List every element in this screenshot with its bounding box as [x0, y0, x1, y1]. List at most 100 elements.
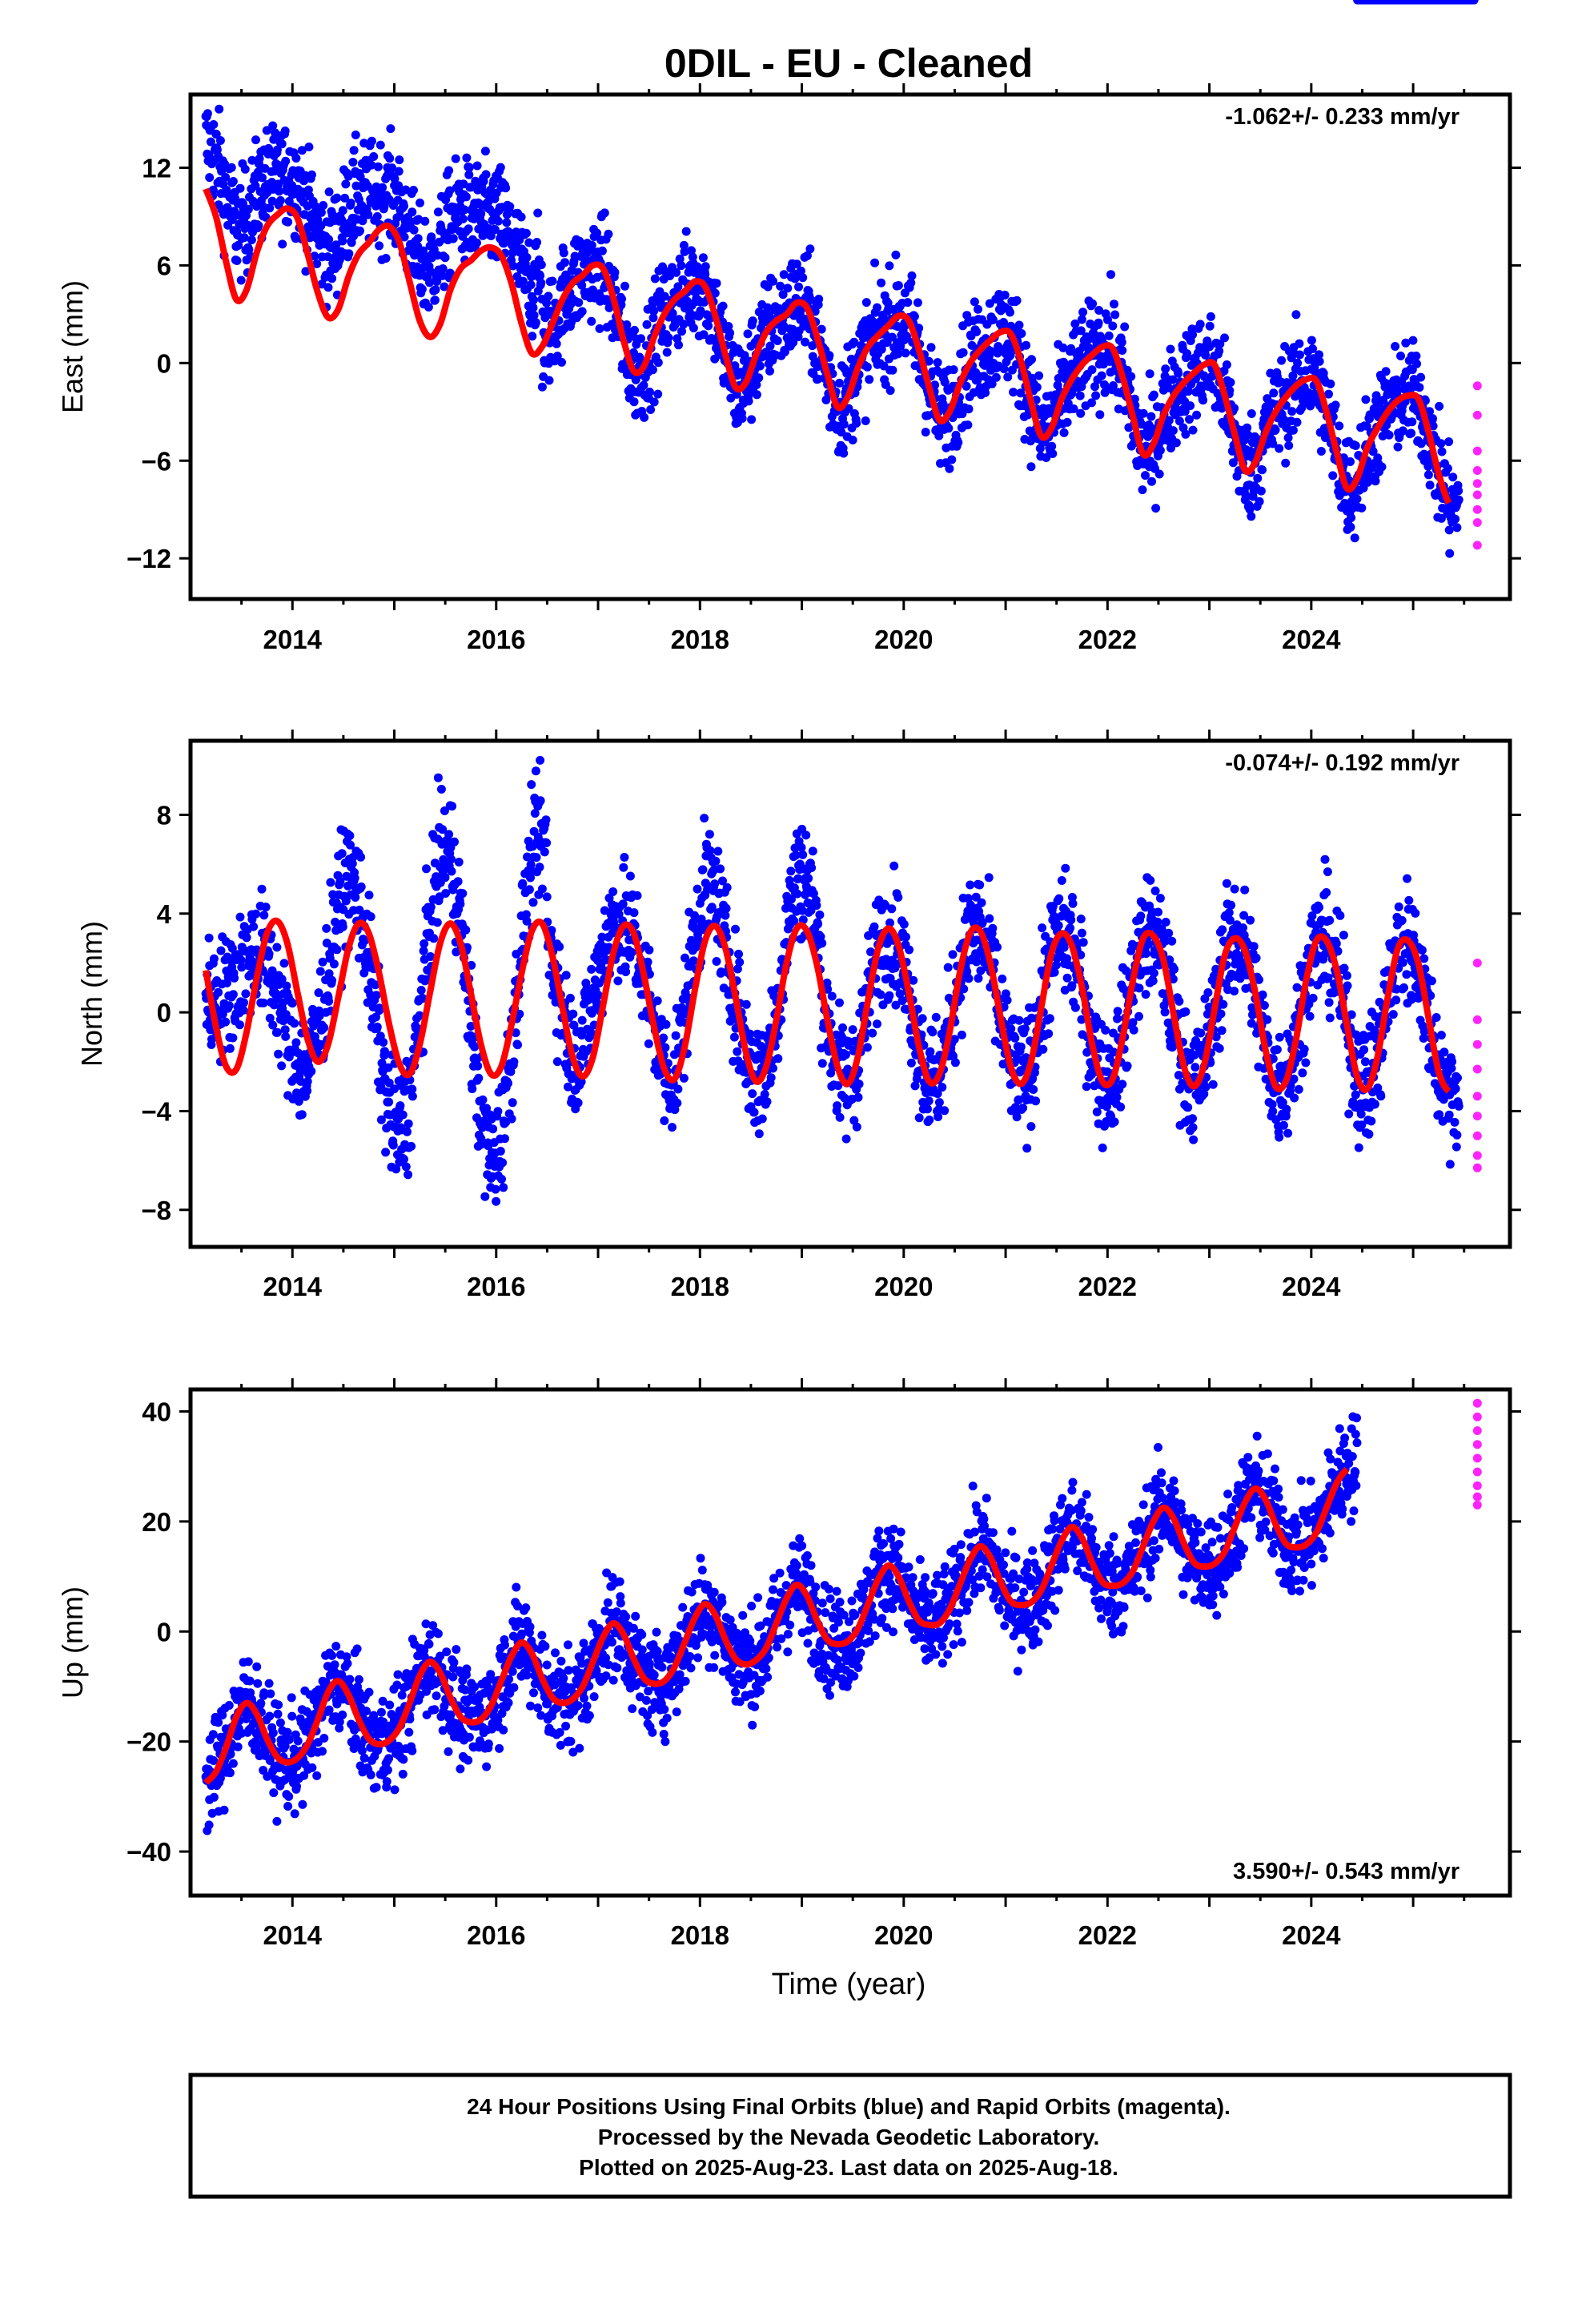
north-final-point — [924, 1096, 934, 1106]
east-final-point — [1357, 503, 1367, 513]
north-final-point — [324, 996, 334, 1006]
east-y-tick-label: 0 — [157, 348, 171, 378]
north-final-point — [524, 885, 534, 895]
east-final-point — [215, 104, 224, 114]
east-final-point — [205, 173, 215, 183]
east-rapid-point — [1472, 446, 1482, 456]
east-rapid-point — [1472, 490, 1482, 500]
east-final-point — [244, 245, 254, 254]
north-final-point — [509, 1057, 519, 1067]
north-final-point — [985, 914, 994, 923]
east-final-point — [341, 179, 351, 189]
north-final-point — [1110, 1117, 1119, 1127]
east-final-point — [505, 202, 515, 211]
east-final-point — [227, 215, 237, 224]
north-final-point — [1078, 938, 1088, 947]
east-final-point — [870, 258, 880, 267]
east-final-point — [228, 177, 238, 186]
north-final-point — [807, 863, 817, 873]
east-final-point — [1241, 490, 1251, 500]
north-final-point — [537, 884, 547, 894]
north-final-point — [798, 850, 808, 859]
east-final-point — [1255, 497, 1264, 506]
north-final-point — [440, 873, 450, 883]
north-final-point — [499, 1183, 508, 1192]
north-final-point — [332, 945, 342, 955]
east-final-point — [409, 225, 419, 235]
north-final-point — [531, 766, 540, 776]
north-final-point — [773, 1054, 783, 1063]
north-final-point — [1061, 863, 1070, 873]
north-final-point — [1141, 990, 1150, 999]
east-final-point — [1407, 428, 1416, 438]
east-final-point — [438, 271, 448, 280]
east-final-point — [324, 187, 334, 197]
east-final-point — [730, 361, 740, 371]
east-final-point — [945, 464, 954, 473]
east-final-point — [1425, 480, 1435, 490]
east-final-point — [763, 303, 773, 312]
north-final-point — [422, 864, 431, 874]
east-final-point — [1346, 457, 1355, 466]
north-final-point — [327, 975, 337, 985]
north-final-point — [1068, 899, 1078, 908]
north-final-point — [491, 1184, 500, 1194]
east-final-point — [861, 416, 870, 425]
east-final-point — [351, 131, 360, 139]
north-final-point — [366, 912, 375, 922]
north-final-point — [1149, 968, 1158, 978]
east-final-point — [776, 281, 785, 291]
north-final-point — [862, 1043, 872, 1052]
east-final-point — [650, 274, 660, 283]
east-final-point — [1292, 417, 1302, 427]
east-y-tick-label: −6 — [141, 446, 171, 476]
north-final-point — [914, 1113, 924, 1123]
north-final-point — [242, 933, 251, 943]
east-final-point — [1012, 296, 1022, 305]
north-final-point — [239, 998, 249, 1007]
east-final-point — [490, 225, 500, 235]
east-final-point — [262, 126, 271, 135]
north-final-point — [835, 998, 844, 1007]
north-final-point — [943, 963, 953, 972]
east-final-point — [1097, 371, 1106, 380]
north-final-point — [808, 846, 817, 856]
north-final-point — [700, 814, 709, 823]
east-final-point — [778, 290, 788, 300]
north-final-point — [966, 880, 975, 890]
north-final-point — [1136, 911, 1146, 921]
east-final-point — [486, 231, 496, 240]
north-final-point — [660, 1116, 669, 1125]
east-final-point — [268, 121, 278, 131]
north-final-point — [1098, 1143, 1107, 1152]
east-final-point — [1423, 470, 1433, 480]
east-final-point — [1307, 336, 1316, 345]
east-final-point — [1377, 462, 1387, 472]
north-final-point — [950, 1058, 960, 1068]
north-final-point — [508, 1098, 517, 1108]
east-final-point — [324, 235, 334, 244]
east-final-point — [888, 365, 897, 375]
east-final-point — [409, 186, 418, 195]
east-final-point — [780, 347, 789, 356]
east-final-point — [400, 232, 409, 242]
east-final-point — [1352, 494, 1362, 504]
north-final-point — [644, 945, 654, 955]
east-final-point — [1435, 401, 1444, 411]
north-final-point — [235, 1020, 244, 1030]
east-final-point — [710, 354, 720, 364]
east-final-point — [704, 321, 713, 331]
north-final-point — [712, 957, 721, 966]
north-final-point — [259, 911, 269, 920]
east-final-point — [537, 382, 547, 392]
east-final-point — [496, 163, 505, 172]
north-final-point — [461, 925, 471, 935]
east-final-point — [1104, 331, 1114, 340]
east-final-point — [548, 276, 557, 286]
east-final-point — [1087, 365, 1097, 375]
east-final-point — [472, 161, 482, 171]
north-final-point — [381, 1148, 391, 1157]
east-final-point — [1415, 383, 1424, 392]
north-final-point — [1026, 1122, 1036, 1132]
east-final-point — [247, 155, 257, 165]
